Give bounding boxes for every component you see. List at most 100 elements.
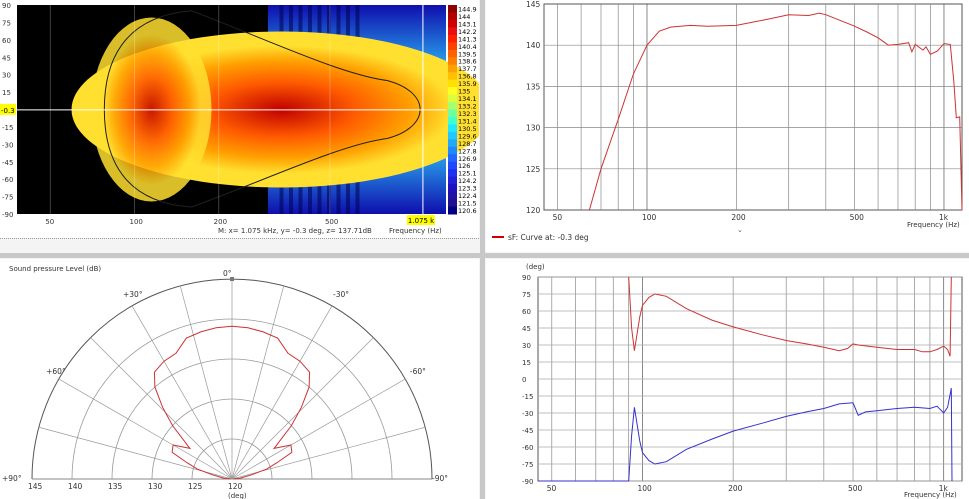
polar-radial-label: 120 bbox=[228, 482, 243, 491]
phase-y-tick-label: 75 bbox=[522, 291, 531, 299]
colorbar-swatch bbox=[448, 102, 457, 110]
heatmap-y-tick-label: -45 bbox=[2, 159, 13, 167]
polar-spoke bbox=[231, 337, 374, 480]
heatmap-y-tick-label: -15 bbox=[2, 124, 13, 132]
phase-y-tick-label: -90 bbox=[522, 478, 533, 486]
phase-curve-red bbox=[628, 276, 952, 357]
colorbar-label: 126.9 bbox=[458, 155, 477, 163]
heatmap-y-tick-label: -90 bbox=[2, 211, 13, 219]
heatmap-chart[interactable]: 90 75 60 45 30 15 -0.3 -15 -30 -45 -60 -75 -90 50 100 2… bbox=[0, 0, 479, 238]
polar-angle-label: +30° bbox=[123, 290, 143, 299]
heatmap-contour bbox=[103, 10, 421, 208]
colorbar-swatch bbox=[448, 131, 457, 140]
colorbar-label: 136.8 bbox=[458, 73, 477, 81]
heatmap-x-tick-label: 500 bbox=[325, 218, 338, 226]
polar-angle-label: -90° bbox=[432, 474, 448, 483]
polar-radial-label: 130 bbox=[148, 482, 163, 491]
phase-y-tick-label: 15 bbox=[522, 359, 531, 367]
colorbar-swatch bbox=[448, 49, 457, 58]
colorbar-swatch bbox=[448, 161, 457, 170]
colorbar-swatch bbox=[448, 27, 457, 36]
colorbar-label: 139.5 bbox=[458, 50, 477, 58]
freq-y-tick-label: 130 bbox=[526, 124, 541, 133]
freq-y-tick-label: 120 bbox=[526, 206, 541, 215]
phase-y-tick-label: 0 bbox=[522, 376, 526, 384]
freq-plot-area bbox=[543, 3, 963, 211]
phase-curve-blue bbox=[538, 388, 953, 482]
phase-x-tick-label: 1k bbox=[939, 484, 949, 493]
colorbar-swatch bbox=[448, 64, 457, 73]
colorbar-label: 142.2 bbox=[458, 28, 477, 36]
heatmap-y-tick-label: -60 bbox=[2, 176, 13, 184]
polar-spoke bbox=[58, 378, 233, 480]
freq-x-tick-label: 500 bbox=[850, 213, 865, 222]
dotted-divider bbox=[0, 238, 479, 239]
phase-y-tick-label: 30 bbox=[522, 342, 531, 350]
chevron-down-icon: ⌄ bbox=[737, 226, 743, 234]
colorbar-swatch bbox=[448, 87, 457, 96]
polar-y-label: Sound pressure Level (dB) bbox=[9, 265, 101, 273]
phase-y-tick-label: -75 bbox=[522, 461, 533, 469]
colorbar-swatch bbox=[448, 72, 457, 81]
colorbar-swatch bbox=[448, 139, 457, 148]
phase-y-tick-label: 90 bbox=[522, 274, 531, 282]
heatmap-y-tick-label: -75 bbox=[2, 194, 13, 202]
heatmap-y-tick-label: 45 bbox=[2, 54, 11, 62]
polar-angle-label: +60° bbox=[46, 367, 66, 376]
polar-angle-label: +90° bbox=[2, 474, 22, 483]
heatmap-y-tick-label: 75 bbox=[2, 19, 11, 27]
heatmap-y-tick-label: 90 bbox=[2, 2, 11, 10]
colorbar-label: 123.3 bbox=[458, 185, 477, 193]
phase-chart[interactable]: (deg) 90 75 60 45 30 15 0 -15 -30 -45 -60 -75 -90 50 10… bbox=[486, 259, 969, 499]
freq-x-tick-label: 50 bbox=[553, 213, 563, 222]
polar-panel[interactable]: Sound pressure Level (dB) 0° +30° -30° +60° -… bbox=[0, 259, 479, 499]
polar-radial-label: 125 bbox=[188, 482, 203, 491]
heatmap-x-tick-label: 50 bbox=[45, 218, 54, 226]
freq-y-tick-label: 145 bbox=[526, 0, 541, 9]
heatmap-cursor-x-badge bbox=[406, 215, 435, 225]
phase-y-tick-label: -45 bbox=[522, 427, 533, 435]
colorbar-label: 135.9 bbox=[458, 80, 477, 88]
polar-x-axis-label: (deg) bbox=[228, 492, 247, 499]
colorbar-label: 120.6 bbox=[458, 207, 477, 215]
polar-angle-label: -30° bbox=[333, 290, 349, 299]
polar-curve bbox=[153, 325, 311, 480]
frequency-response-panel[interactable]: 145 140 135 130 125 120 50 100 200 500 1k Frequency… bbox=[486, 0, 969, 252]
freq-x-axis-label: Frequency (Hz) bbox=[907, 221, 960, 229]
colorbar-label: 128.7 bbox=[458, 140, 477, 148]
heatmap-x-axis-label: Frequency (Hz) bbox=[389, 227, 442, 235]
colorbar-swatch bbox=[448, 154, 457, 163]
vertical-splitter[interactable] bbox=[480, 0, 485, 499]
phase-x-axis-label: Frequency (Hz) bbox=[904, 491, 957, 499]
polar-spoke bbox=[231, 378, 406, 480]
polar-chart[interactable]: Sound pressure Level (dB) 0° +30° -30° +60° -… bbox=[0, 259, 479, 499]
colorbar-swatch bbox=[448, 124, 457, 133]
colorbar-label: 121.5 bbox=[458, 200, 477, 208]
polar-spoke bbox=[231, 305, 333, 480]
heatmap-panel[interactable]: 90 75 60 45 30 15 -0.3 -15 -30 -45 -60 -75 -90 50 100 2… bbox=[0, 0, 479, 238]
heatmap-y-tick-label: -30 bbox=[2, 141, 13, 149]
colorbar-label: 129.6 bbox=[458, 132, 477, 140]
freq-y-tick-label: 125 bbox=[526, 165, 541, 174]
polar-radial-label: 135 bbox=[108, 482, 123, 491]
phase-y-tick-label: -60 bbox=[522, 444, 533, 452]
polar-angle-label: 0° bbox=[223, 269, 232, 278]
colorbar-label: 135 bbox=[458, 88, 470, 96]
horizontal-splitter[interactable] bbox=[0, 253, 969, 258]
colorbar-label: 125.1 bbox=[458, 170, 477, 178]
frequency-response-chart[interactable]: 145 140 135 130 125 120 50 100 200 500 1kFrequency… bbox=[486, 0, 969, 252]
heatmap-cursor-x-label: 1.075 k bbox=[408, 217, 435, 225]
colorbar-swatch bbox=[448, 176, 457, 185]
colorbar-label: 130.5 bbox=[458, 125, 477, 133]
heatmap-x-tick-label: 100 bbox=[130, 218, 143, 226]
heatmap-readout: M: x= 1.075 kHz, y= -0.3 deg, z= 137.71d… bbox=[218, 227, 372, 235]
freq-legend-label: sF: Curve at: -0.3 deg bbox=[508, 233, 589, 242]
phase-y-tick-label: -30 bbox=[522, 410, 533, 418]
phase-panel[interactable]: (deg) 90 75 60 45 30 15 0 -15 -30 -45 -60 -75 -90 50 10… bbox=[486, 259, 969, 499]
phase-y-tick-label: 60 bbox=[522, 308, 531, 316]
colorbar-swatch bbox=[448, 199, 457, 208]
colorbar-label: 122.4 bbox=[458, 192, 477, 200]
heatmap-cursor-y-label: -0.3 bbox=[1, 107, 15, 115]
heatmap-y-tick-label: 30 bbox=[2, 72, 11, 80]
heatmap-x-tick-label: 200 bbox=[214, 218, 227, 226]
